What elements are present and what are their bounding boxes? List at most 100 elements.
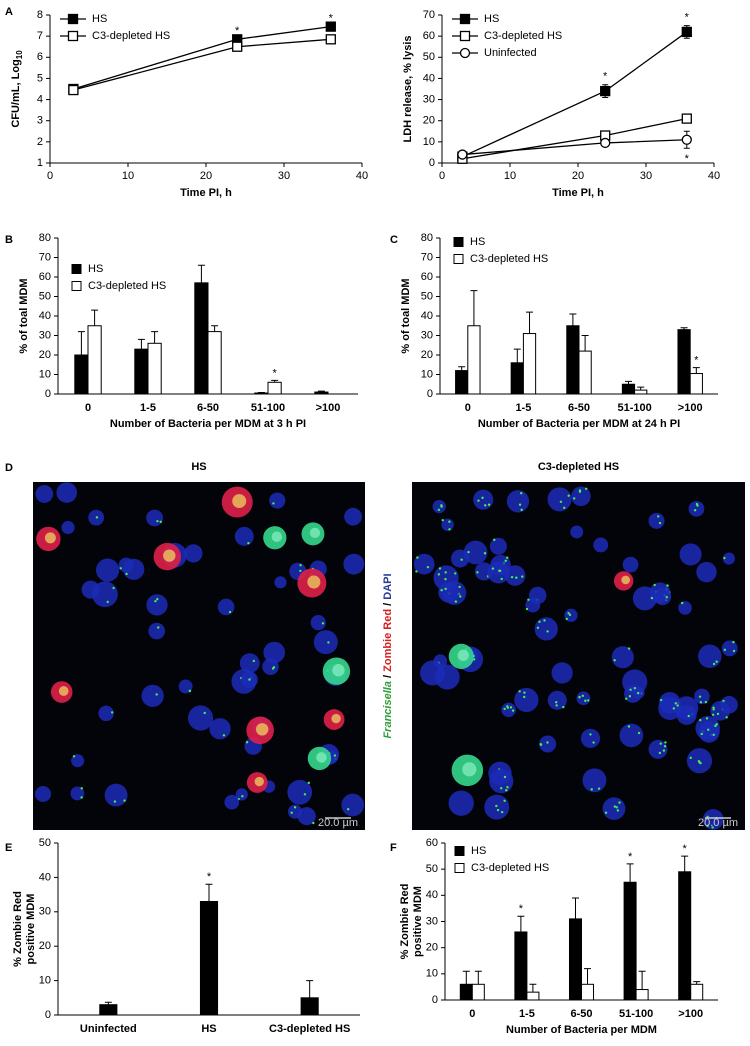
x-tick-label: 30 <box>278 170 290 182</box>
nucleus <box>209 718 231 740</box>
x-tick-label: 6-50 <box>570 1008 592 1020</box>
bacterium <box>618 801 621 804</box>
stained-core <box>332 664 345 677</box>
y-axis-label-main: % of toal MDM <box>400 278 412 353</box>
bacterium <box>584 699 587 702</box>
bar <box>581 983 595 1001</box>
nucleus <box>441 518 454 531</box>
y-tick-label: 0 <box>45 1009 51 1021</box>
bacterium <box>636 691 640 695</box>
y-tick-label: 5 <box>37 72 43 84</box>
bacterium <box>498 569 502 573</box>
bacterium <box>493 538 496 542</box>
y-tick-label: 20 <box>426 942 438 954</box>
stain-label-part: Zombie Red <box>382 609 394 672</box>
nucleus <box>678 601 692 615</box>
error-bar <box>91 309 99 326</box>
bacterium <box>458 585 461 589</box>
bacterium <box>716 712 720 716</box>
bacterium <box>539 743 543 746</box>
nucleus <box>710 700 730 721</box>
bacterium <box>563 506 566 510</box>
y-tick-label: 50 <box>423 51 435 63</box>
bacterium <box>505 789 508 792</box>
bacterium <box>346 807 350 811</box>
nucleus <box>413 553 435 575</box>
bacterium <box>723 648 727 652</box>
y-tick-label: 60 <box>39 271 51 283</box>
bacterium <box>706 824 709 828</box>
bacterium <box>123 799 126 802</box>
bacterium <box>312 821 315 825</box>
bacterium <box>119 567 122 570</box>
nucleus <box>98 705 114 722</box>
significance-marker: * <box>329 13 334 25</box>
nucleus <box>696 561 717 583</box>
bacterium <box>538 620 541 623</box>
nucleus <box>593 537 609 553</box>
error-bar <box>271 379 279 383</box>
stained-core <box>44 532 56 544</box>
nucleus <box>623 685 642 703</box>
y-tick-label: 50 <box>39 290 51 302</box>
panel-letter: E <box>5 842 12 854</box>
y-tick-label: 50 <box>39 837 51 849</box>
nucleus <box>534 617 558 641</box>
bacterium <box>627 725 631 728</box>
x-axis-label: Number of Bacteria per MDM at 3 h PI <box>110 418 306 430</box>
legend-label: C3-depleted HS <box>92 30 170 42</box>
x-tick-label: Uninfected <box>80 1023 137 1035</box>
nucleus <box>514 687 539 713</box>
bacterium <box>520 508 523 512</box>
legend-marker <box>67 13 79 25</box>
legend-swatch <box>71 264 82 274</box>
bacterium <box>653 583 656 587</box>
bacterium <box>657 515 660 518</box>
bar <box>578 350 592 395</box>
bacterium <box>509 706 513 709</box>
panel-letter: A <box>5 6 13 18</box>
series-line <box>73 38 331 91</box>
y-tick-label: 50 <box>426 863 438 875</box>
bacterium <box>321 622 325 625</box>
nucleus <box>489 537 507 555</box>
bacterium <box>467 550 470 554</box>
bacterium <box>658 521 662 525</box>
bacterium <box>504 559 507 563</box>
error-bar <box>526 311 534 334</box>
bar <box>194 282 209 395</box>
bar <box>526 991 540 1001</box>
error-bar <box>317 390 325 393</box>
bacterium <box>732 649 736 653</box>
bacterium <box>592 741 595 744</box>
bacterium <box>523 695 526 699</box>
error-bar <box>624 380 632 385</box>
bacterium <box>448 528 451 531</box>
bar <box>568 918 582 1001</box>
nucleus <box>343 553 365 575</box>
x-tick-label: >100 <box>678 1008 703 1020</box>
bacterium <box>438 567 442 570</box>
stained-core <box>309 527 321 539</box>
nucleus <box>688 500 705 517</box>
bar <box>134 348 149 395</box>
x-tick-label: 30 <box>640 170 652 182</box>
bar <box>678 871 692 1001</box>
legend-marker <box>459 47 471 59</box>
stain-label: Francisella / Zombie Red / DAPI <box>382 573 394 738</box>
bacterium <box>454 600 458 603</box>
nucleus <box>622 556 639 573</box>
legend-swatch <box>453 254 464 264</box>
nucleus <box>676 704 697 725</box>
bacterium <box>664 741 667 744</box>
bacterium <box>693 509 697 512</box>
nucleus <box>92 581 118 608</box>
bacterium <box>476 571 479 574</box>
bacterium <box>628 695 632 698</box>
bacterium <box>536 626 540 630</box>
bacterium <box>565 617 568 621</box>
y-tick-label: 10 <box>426 968 438 980</box>
stained-core <box>254 776 264 787</box>
nucleus <box>547 487 572 512</box>
legend-marker <box>459 13 471 25</box>
